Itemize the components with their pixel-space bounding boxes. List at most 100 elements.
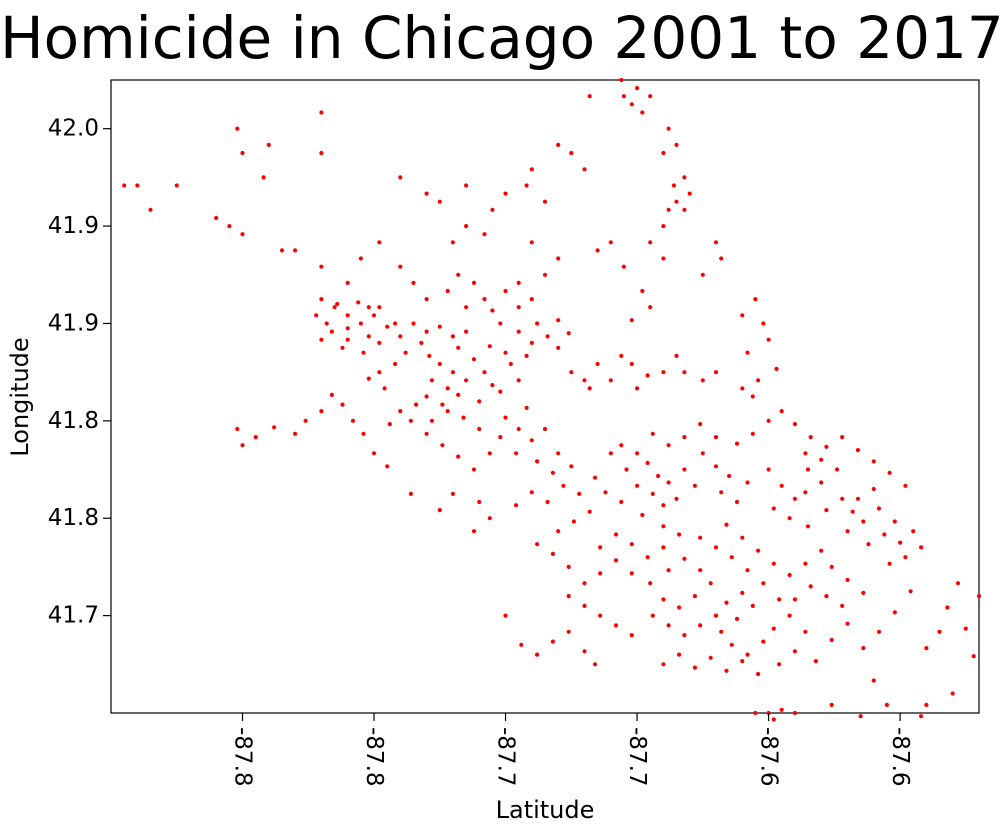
data-point-45 [661, 256, 666, 261]
data-point-269 [808, 584, 813, 589]
data-point-256 [698, 535, 703, 540]
data-point-151 [774, 366, 779, 371]
data-point-101 [503, 288, 508, 294]
data-point-183 [603, 490, 608, 495]
data-point-248 [761, 639, 766, 644]
data-point-100 [490, 308, 495, 313]
data-point-43 [661, 224, 666, 229]
data-point-318 [813, 659, 819, 664]
data-point-65 [319, 297, 324, 302]
data-point-221 [661, 545, 666, 550]
data-point-362 [398, 409, 403, 414]
data-point-171 [624, 467, 629, 472]
data-point-48 [700, 272, 705, 277]
data-point-127 [503, 350, 508, 355]
data-point-83 [361, 350, 366, 355]
data-point-181 [640, 512, 645, 518]
data-point-114 [482, 370, 487, 375]
data-point-136 [661, 370, 666, 375]
data-point-41 [682, 207, 687, 212]
data-point-55 [529, 240, 534, 245]
data-point-305 [945, 605, 950, 610]
data-point-139 [700, 378, 705, 383]
data-point-128 [487, 344, 492, 349]
data-point-370 [750, 431, 755, 436]
data-point-359 [445, 409, 450, 414]
data-point-383 [834, 467, 840, 472]
data-point-377 [855, 448, 861, 453]
data-point-155 [608, 240, 613, 245]
data-point-229 [666, 568, 671, 573]
data-point-121 [456, 392, 461, 397]
data-point-216 [919, 545, 924, 550]
data-point-154 [750, 394, 755, 399]
data-point-108 [556, 318, 561, 323]
data-point-263 [819, 548, 824, 553]
data-point-339 [319, 409, 324, 414]
data-point-105 [535, 321, 540, 326]
data-point-98 [482, 297, 487, 302]
data-point-287 [566, 564, 571, 570]
data-point-309 [971, 654, 976, 659]
data-point-270 [792, 597, 798, 602]
data-point-0 [135, 183, 140, 188]
data-point-87 [424, 329, 429, 334]
data-point-268 [824, 594, 829, 599]
data-point-230 [682, 556, 687, 561]
data-point-223 [629, 542, 634, 547]
data-point-162 [524, 405, 529, 410]
x-tick-label-2: -87.7 [493, 727, 519, 787]
data-point-233 [692, 594, 698, 599]
data-point-42 [666, 207, 671, 212]
data-point-367 [666, 443, 671, 448]
data-point-210 [876, 506, 882, 511]
data-point-173 [656, 473, 661, 479]
data-point-160 [516, 426, 521, 432]
data-point-59 [529, 297, 534, 302]
x-axis-label: Latitude [496, 796, 595, 824]
data-point-301 [884, 702, 890, 708]
data-point-332 [408, 491, 413, 496]
data-point-75 [345, 326, 350, 331]
data-point-277 [756, 671, 761, 677]
data-point-14 [293, 248, 298, 253]
data-point-122 [477, 399, 482, 404]
data-point-7 [240, 150, 245, 156]
data-point-29 [635, 86, 640, 91]
data-point-70 [345, 337, 350, 342]
data-point-249 [771, 626, 776, 631]
data-point-286 [598, 571, 603, 576]
data-point-324 [535, 652, 540, 657]
data-point-66 [332, 305, 337, 310]
data-point-169 [619, 443, 624, 448]
data-point-379 [887, 470, 892, 475]
data-point-182 [619, 499, 624, 505]
data-point-314 [876, 629, 882, 634]
data-point-13 [279, 248, 285, 253]
data-point-327 [487, 516, 492, 521]
data-point-385 [803, 451, 808, 456]
data-point-158 [542, 426, 548, 432]
data-point-322 [566, 629, 571, 634]
data-point-288 [550, 551, 556, 557]
data-point-30 [621, 94, 627, 99]
x-tick-label-0: -87.8 [230, 727, 256, 787]
data-point-85 [398, 334, 403, 339]
data-point-378 [871, 459, 876, 464]
data-point-1 [122, 183, 127, 188]
data-point-224 [613, 532, 619, 537]
data-point-306 [955, 581, 961, 586]
data-point-304 [937, 629, 942, 634]
points-layer [122, 77, 982, 722]
data-point-315 [861, 646, 866, 651]
data-point-352 [440, 443, 445, 448]
data-point-295 [779, 707, 784, 712]
data-point-273 [692, 665, 698, 670]
data-point-25 [569, 150, 574, 156]
data-point-79 [377, 305, 382, 310]
data-point-153 [740, 386, 745, 391]
data-point-110 [556, 345, 561, 350]
plot-area-border [110, 79, 980, 714]
data-point-285 [582, 581, 587, 586]
data-point-300 [871, 678, 876, 683]
